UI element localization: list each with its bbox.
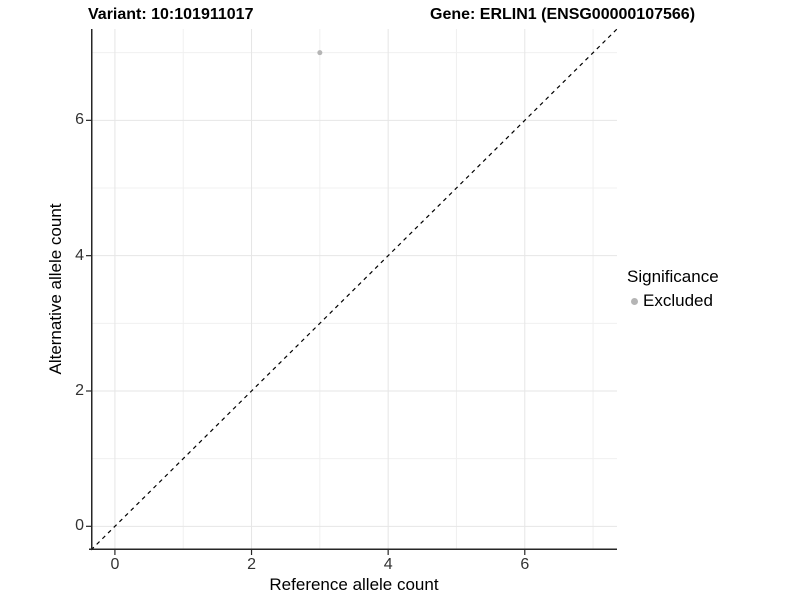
legend-items: Excluded [627, 291, 719, 311]
x-tick-label: 0 [110, 556, 120, 573]
identity-reference-line [90, 28, 618, 551]
plot-title: Variant: 10:101911017 Gene: ERLIN1 (ENSG… [0, 6, 800, 26]
legend-item-label: Excluded [643, 291, 713, 310]
plot-title-gene: Gene: ERLIN1 (ENSG00000107566) [430, 6, 696, 23]
x-tick-label: 2 [247, 556, 256, 573]
legend-title: Significance [627, 267, 719, 286]
y-tick-label: 4 [75, 246, 84, 264]
plot-title-variant: Variant: 10:101911017 [88, 6, 254, 23]
legend-item: Excluded [627, 291, 719, 311]
y-tick-label: 6 [75, 111, 84, 129]
data-point [317, 50, 323, 56]
y-tick-label: 2 [75, 381, 84, 399]
y-axis-title: Alternative allele count [46, 203, 65, 375]
x-axis-title: Reference allele count [269, 575, 439, 594]
legend: Significance Excluded [627, 266, 719, 311]
plot-panel [86, 28, 618, 555]
y-tick-label: 0 [75, 517, 84, 535]
legend-key-dot-icon [631, 297, 638, 305]
x-tick-label: 4 [383, 556, 393, 573]
x-tick-label: 6 [520, 556, 530, 573]
plot-canvas [86, 28, 618, 555]
